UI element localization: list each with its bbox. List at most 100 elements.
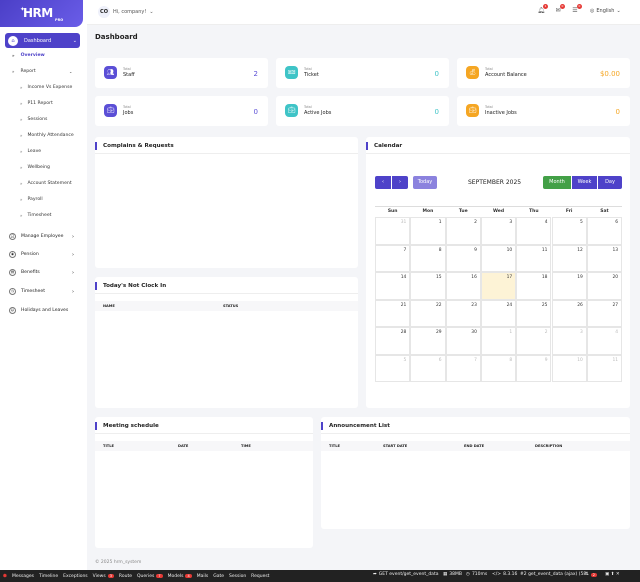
calendar-day-cell[interactable]: 4: [586, 327, 623, 355]
stat-card[interactable]: 💼︎ Total Jobs 0: [95, 96, 268, 126]
calendar-day-cell[interactable]: 31: [375, 217, 411, 245]
debug-tab[interactable]: Timeline: [39, 574, 58, 579]
calendar-day-cell[interactable]: 15: [410, 272, 446, 300]
calendar-day-cell[interactable]: 8: [410, 244, 446, 272]
panel-title: Announcement List: [321, 417, 630, 434]
calendar-month-label: SEPTEMBER 2025: [468, 179, 522, 186]
calendar-day-cell[interactable]: 28: [375, 327, 411, 355]
calendar-day-cell[interactable]: 8: [480, 354, 517, 382]
calendar-day-cell[interactable]: 11: [516, 244, 552, 272]
debug-close-icon[interactable]: ▣ ⬆ ✕: [605, 572, 620, 577]
debug-tab[interactable]: Models 4: [168, 574, 192, 579]
sidebar-item-report[interactable]: » Report ⌄: [12, 69, 72, 74]
calendar-day-cell[interactable]: 17: [480, 272, 517, 300]
sidebar-menu[interactable]: ◉ Pension ›: [9, 251, 75, 258]
week-view-button[interactable]: Week: [572, 176, 597, 189]
calendar-day-cell[interactable]: 6: [586, 217, 623, 245]
app-logo[interactable]: ✦ HRM PRO: [0, 0, 83, 27]
calendar-day-cell[interactable]: 13: [586, 244, 623, 272]
message-icon[interactable]: ✉︎ 0: [555, 4, 565, 14]
sidebar-menu[interactable]: ☺ Holidays and Leaves: [9, 307, 75, 314]
sidebar-subitem[interactable]: » Monthly Attendance: [20, 133, 74, 138]
debug-tab[interactable]: Route: [119, 574, 132, 579]
sidebar-subitem[interactable]: » Sessions: [20, 117, 47, 122]
calendar-day-cell[interactable]: 18: [516, 272, 552, 300]
calendar-day-cell[interactable]: 19: [551, 272, 587, 300]
debug-route[interactable]: #2 get_event_data (ajax) (58: [520, 572, 586, 577]
calendar-day-cell[interactable]: 4: [516, 217, 552, 245]
bullet-icon: »: [20, 197, 23, 202]
stat-card[interactable]: 💼︎ Total Active Jobs 0: [276, 96, 449, 126]
sidebar-item-overview[interactable]: » Overview: [12, 53, 45, 58]
sidebar-menu[interactable]: ◷ Timesheet ›: [9, 288, 75, 295]
calendar-day-cell[interactable]: 10: [551, 354, 587, 382]
chat-icon[interactable]: ☰ 0: [572, 4, 582, 14]
debug-tab[interactable]: Views 3: [93, 574, 114, 579]
company-menu[interactable]: CO Hi, company! ⌄: [98, 6, 154, 18]
calendar-day-cell[interactable]: 6: [410, 354, 446, 382]
calendar-day-cell[interactable]: 25: [516, 299, 552, 327]
sidebar-subitem[interactable]: » P11 Report: [20, 101, 53, 106]
month-view-button[interactable]: Month: [543, 176, 571, 189]
debug-tab-label: Exceptions: [63, 573, 88, 579]
calendar-day-cell[interactable]: 12: [551, 244, 587, 272]
sidebar-subitem[interactable]: » Income Vs Expense: [20, 85, 72, 90]
calendar-day-cell[interactable]: 20: [586, 272, 623, 300]
sidebar-item-dashboard[interactable]: ⌂ Dashboard ⌄: [5, 33, 80, 48]
calendar-day-cell[interactable]: 23: [445, 299, 481, 327]
calendar-day-cell[interactable]: 21: [375, 299, 411, 327]
calendar-day-cell[interactable]: 30: [445, 327, 481, 355]
debug-tab[interactable]: Session: [229, 574, 246, 579]
sidebar-subitem[interactable]: » Timesheet: [20, 213, 51, 218]
calendar-day-cell[interactable]: 22: [410, 299, 446, 327]
calendar-day-cell[interactable]: 9: [445, 244, 481, 272]
debug-tab[interactable]: Messages: [12, 574, 34, 579]
calendar-day-cell[interactable]: 5: [551, 217, 587, 245]
laravel-icon[interactable]: ⬢: [3, 573, 7, 579]
calendar-day-cell[interactable]: 10: [480, 244, 517, 272]
calendar-day-cell[interactable]: 26: [551, 299, 587, 327]
sidebar-subitem[interactable]: » Wellbeing: [20, 165, 50, 170]
next-button[interactable]: ›: [392, 176, 408, 189]
calendar-day-cell[interactable]: 3: [551, 327, 587, 355]
calendar-day-cell[interactable]: 16: [445, 272, 481, 300]
calendar-day-cell[interactable]: 7: [375, 244, 411, 272]
debug-tab[interactable]: Mails: [197, 574, 209, 579]
stat-card[interactable]: 💰︎ Total Account Balance $0.00: [457, 58, 630, 88]
debug-tab[interactable]: Gate: [213, 574, 224, 579]
debug-errors[interactable]: ⇅ 2: [585, 572, 598, 577]
debug-tab[interactable]: Exceptions: [63, 574, 88, 579]
briefcase-icon: 💼︎: [104, 104, 117, 117]
sidebar-subitem[interactable]: » Payroll: [20, 197, 43, 202]
notification-icon[interactable]: 🔔︎ 1: [537, 4, 548, 14]
language-selector[interactable]: ◎ English ⌄: [590, 8, 621, 14]
stat-card[interactable]: 🎫︎ Total Ticket 0: [276, 58, 449, 88]
calendar-day-cell[interactable]: 7: [445, 354, 481, 382]
calendar-day-header: Mon: [422, 209, 434, 214]
day-view-button[interactable]: Day: [598, 176, 622, 189]
debug-request[interactable]: ➦ GET event/get_event_data: [373, 572, 439, 577]
stat-card[interactable]: 💼︎ Total Inactive Jobs 0: [457, 96, 630, 126]
sidebar-subitem[interactable]: » Account Statement: [20, 181, 72, 186]
calendar-day-cell[interactable]: 3: [480, 217, 517, 245]
sidebar-subitem[interactable]: » Leave: [20, 149, 41, 154]
calendar-day-cell[interactable]: 2: [445, 217, 481, 245]
calendar-day-cell[interactable]: 24: [480, 299, 517, 327]
calendar-day-cell[interactable]: 9: [516, 354, 552, 382]
sidebar-item-label: Dashboard: [24, 37, 52, 44]
stat-card[interactable]: 👥︎ Total Staff 2: [95, 58, 268, 88]
calendar-day-cell[interactable]: 11: [586, 354, 623, 382]
calendar-day-cell[interactable]: 14: [375, 272, 411, 300]
calendar-day-cell[interactable]: 27: [586, 299, 623, 327]
calendar-day-cell[interactable]: 1: [410, 217, 446, 245]
calendar-day-cell[interactable]: 29: [410, 327, 446, 355]
sidebar-menu[interactable]: 👤︎ Manage Employee ›: [9, 233, 75, 240]
calendar-day-cell[interactable]: 5: [375, 354, 411, 382]
calendar-day-cell[interactable]: 2: [516, 327, 552, 355]
sidebar-menu[interactable]: ▤ Benefits ›: [9, 269, 75, 276]
debug-tab[interactable]: Request: [251, 574, 269, 579]
today-button[interactable]: Today: [413, 176, 437, 189]
prev-button[interactable]: ‹: [375, 176, 391, 189]
debug-tab[interactable]: Queries 7: [137, 574, 163, 579]
calendar-day-cell[interactable]: 1: [480, 327, 517, 355]
